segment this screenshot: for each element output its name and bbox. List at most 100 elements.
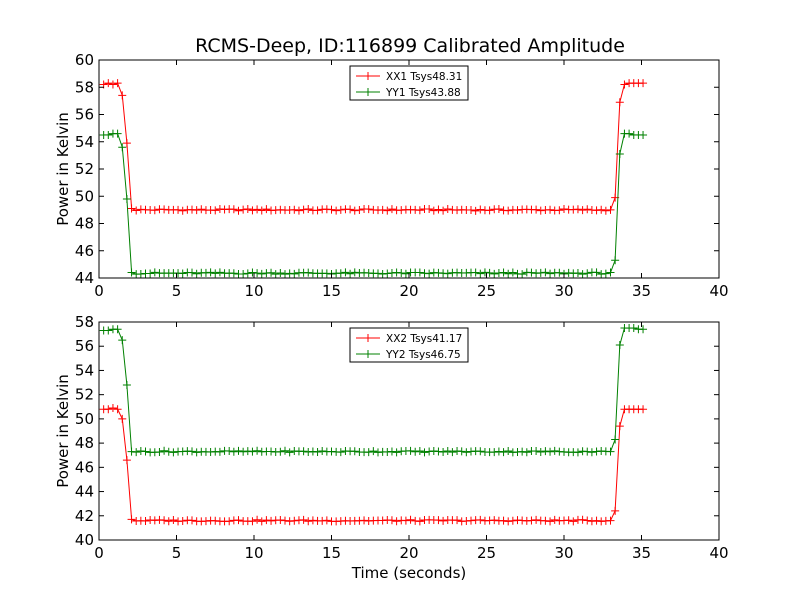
data-point bbox=[504, 269, 513, 278]
data-point bbox=[350, 268, 359, 277]
data-point bbox=[573, 268, 582, 277]
data-point bbox=[122, 380, 131, 389]
series-line-xx2 bbox=[103, 407, 644, 522]
data-point bbox=[122, 139, 131, 148]
data-point bbox=[555, 206, 564, 215]
data-point bbox=[494, 447, 503, 456]
data-point bbox=[527, 516, 536, 525]
x-tick-label: 40 bbox=[709, 544, 728, 562]
data-point bbox=[104, 79, 113, 88]
data-point bbox=[164, 517, 173, 526]
data-point bbox=[611, 256, 620, 265]
data-point bbox=[420, 448, 429, 457]
x-tick-label: 20 bbox=[399, 544, 418, 562]
data-point bbox=[392, 517, 401, 526]
legend-entry: XX1 Tsys48.31 bbox=[386, 71, 462, 83]
y-tick-label: 52 bbox=[75, 160, 94, 178]
data-point bbox=[276, 447, 285, 456]
data-point bbox=[406, 446, 415, 455]
data-point bbox=[313, 448, 322, 457]
data-point bbox=[615, 341, 624, 350]
data-point bbox=[518, 270, 527, 279]
data-point bbox=[639, 79, 648, 88]
data-point bbox=[248, 206, 257, 215]
data-point bbox=[257, 206, 266, 215]
data-point bbox=[243, 447, 252, 456]
data-point bbox=[276, 516, 285, 525]
legend-entry: YY2 Tsys46.75 bbox=[385, 349, 461, 361]
data-point bbox=[192, 448, 201, 457]
data-point bbox=[527, 268, 536, 277]
data-point bbox=[383, 269, 392, 278]
data-point bbox=[494, 269, 503, 278]
data-point bbox=[336, 448, 345, 457]
data-point bbox=[225, 517, 234, 526]
data-point bbox=[522, 448, 531, 457]
data-point bbox=[332, 206, 341, 215]
data-point bbox=[620, 80, 629, 89]
data-point bbox=[443, 204, 452, 213]
data-point bbox=[257, 517, 266, 526]
x-tick-label: 5 bbox=[172, 282, 182, 300]
data-point bbox=[104, 326, 113, 335]
data-point bbox=[141, 516, 150, 525]
data-point bbox=[508, 516, 517, 525]
data-point bbox=[415, 517, 424, 526]
data-point bbox=[322, 516, 331, 525]
data-point bbox=[429, 446, 438, 455]
data-point bbox=[299, 205, 308, 214]
y-tick-label: 54 bbox=[75, 133, 94, 151]
data-point bbox=[504, 517, 513, 526]
data-point bbox=[397, 206, 406, 215]
data-point bbox=[248, 268, 257, 277]
data-point bbox=[113, 79, 122, 88]
data-point bbox=[550, 446, 559, 455]
data-point bbox=[592, 206, 601, 215]
data-point bbox=[201, 268, 210, 277]
data-point bbox=[490, 269, 499, 278]
data-point bbox=[541, 447, 550, 456]
y-tick-label: 50 bbox=[75, 187, 94, 205]
data-point bbox=[546, 517, 555, 526]
x-tick-label: 15 bbox=[322, 282, 341, 300]
series-line-yy1 bbox=[103, 133, 644, 275]
data-point bbox=[485, 206, 494, 215]
x-tick-label: 30 bbox=[554, 544, 573, 562]
data-point bbox=[471, 206, 480, 215]
data-point bbox=[476, 269, 485, 278]
data-point bbox=[308, 516, 317, 525]
data-point bbox=[606, 268, 615, 277]
x-tick-label: 0 bbox=[94, 544, 104, 562]
y-tick-label: 44 bbox=[75, 483, 94, 501]
data-point bbox=[322, 269, 331, 278]
data-point bbox=[155, 447, 164, 456]
data-point bbox=[229, 447, 238, 456]
y-tick-label: 42 bbox=[75, 507, 94, 525]
data-point bbox=[253, 205, 262, 214]
data-point bbox=[206, 268, 215, 277]
y-tick-label: 54 bbox=[75, 361, 94, 379]
data-point bbox=[146, 269, 155, 278]
data-point bbox=[392, 448, 401, 457]
series-line-xx1 bbox=[103, 82, 644, 212]
data-point bbox=[234, 516, 243, 525]
data-point bbox=[439, 206, 448, 215]
x-tick-label: 15 bbox=[322, 544, 341, 562]
data-point bbox=[169, 516, 178, 525]
data-point bbox=[625, 129, 634, 138]
data-point bbox=[615, 150, 624, 159]
data-point bbox=[229, 269, 238, 278]
data-point bbox=[136, 270, 145, 279]
x-tick-label: 25 bbox=[477, 282, 496, 300]
data-point bbox=[499, 448, 508, 457]
data-point bbox=[387, 447, 396, 456]
data-point bbox=[127, 268, 136, 277]
data-point bbox=[267, 447, 276, 456]
data-point bbox=[160, 446, 169, 455]
data-point bbox=[578, 270, 587, 279]
data-point bbox=[490, 516, 499, 525]
data-point bbox=[225, 447, 234, 456]
data-point bbox=[234, 206, 243, 215]
data-point bbox=[108, 403, 117, 412]
